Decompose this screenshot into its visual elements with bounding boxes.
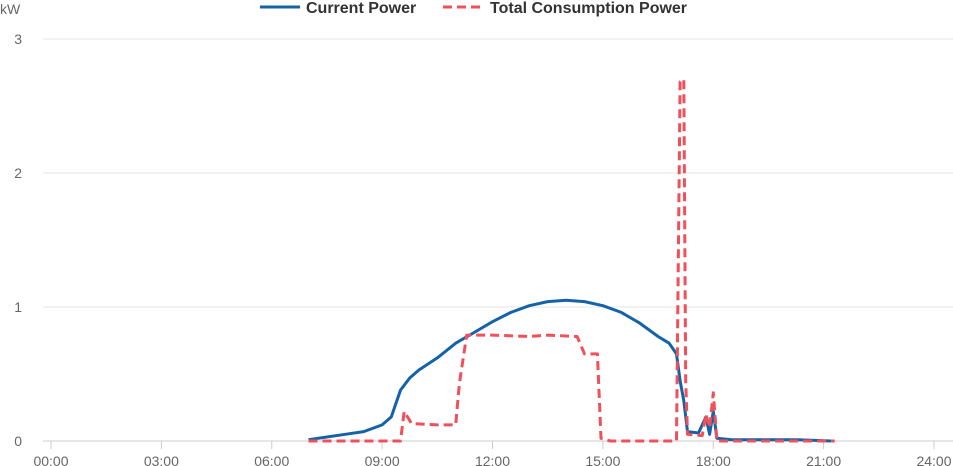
x-tick-label: 24:00 [916,453,951,466]
x-tick-label: 21:00 [806,453,841,466]
legend-item-current-power[interactable]: Current Power [260,0,416,17]
x-tick-label: 00:00 [33,453,68,466]
x-tick-label: 18:00 [696,453,731,466]
grid-layer [43,38,953,442]
legend[interactable]: Current Power Total Consumption Power [260,0,687,17]
x-tick-label: 15:00 [585,453,620,466]
x-tick-label: 09:00 [365,453,400,466]
legend-label: Current Power [306,0,416,17]
y-axis-unit-label: kW [0,1,21,17]
series-layer [308,77,835,443]
y-tick-label: 3 [14,31,22,47]
axis-layer: 0 1 2 3 00:00 03:00 06:00 09:00 12:00 15:00 18:00 2… [14,31,953,466]
y-tick-label: 2 [14,165,22,181]
y-tick-label: 0 [14,433,22,449]
series-line-current-power [308,298,832,443]
y-tick-label: 1 [14,299,22,315]
legend-item-total-consumption-power[interactable]: Total Consumption Power [443,0,687,17]
x-tick-label: 12:00 [475,453,510,466]
legend-label: Total Consumption Power [490,0,687,17]
x-tick-label: 03:00 [144,453,179,466]
x-tick-label: 06:00 [254,453,289,466]
series-line-total-consumption-power [308,77,835,443]
